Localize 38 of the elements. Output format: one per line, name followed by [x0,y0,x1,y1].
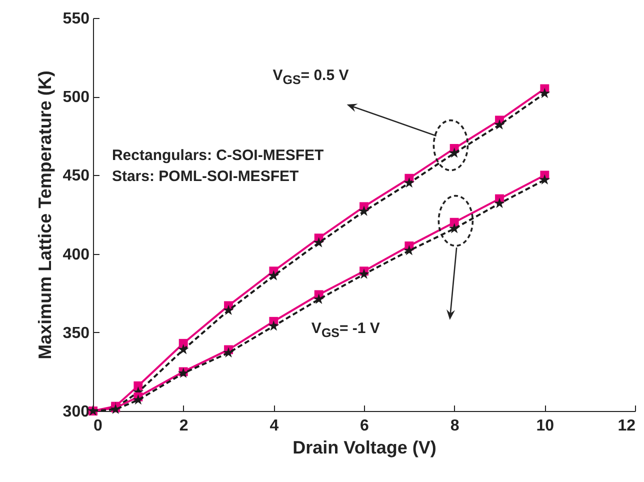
x-tick-label: 2 [179,418,188,434]
y-tick-label: 300 [62,404,90,420]
y-tick-label: 500 [62,89,90,106]
point [313,237,324,248]
point [223,304,234,316]
point [178,344,189,354]
annotation: V$_{GS}$= 0.5 V [272,67,349,88]
y-tick-label: 550 [62,10,90,28]
annotation: Stars: POML-SOI-MESFET [112,168,299,186]
point [539,88,550,98]
x-tick-label: 8 [450,418,460,434]
annotation: V$_{GS}$= -1 V [311,320,380,342]
annotation: Rectangulars: C-SOI-MESFET [112,147,324,166]
x-tick-label: 0 [94,418,102,434]
y-tick-label: 400 [62,246,90,264]
x-axis-title: Drain Voltage (V) [292,438,436,458]
point [404,177,415,188]
x-tick-label: 6 [360,418,370,434]
point [132,394,144,405]
y-tick-label: 350 [62,324,90,342]
point [358,206,370,216]
point [539,174,550,185]
point [268,320,280,331]
point [134,381,143,390]
point [494,119,505,130]
point [268,270,280,280]
x-tick-label: 4 [270,418,279,434]
point [448,222,460,234]
point [494,198,505,208]
x-tick-label: 12 [618,418,636,434]
point [358,268,370,279]
point [223,347,234,358]
point [313,294,324,304]
x-tick-label: 10 [536,418,554,434]
y-tick-label: 450 [62,168,90,185]
point [404,244,415,256]
y-axis-title: Maximum Lattice Temperature (K) [34,70,55,360]
point [448,147,460,158]
